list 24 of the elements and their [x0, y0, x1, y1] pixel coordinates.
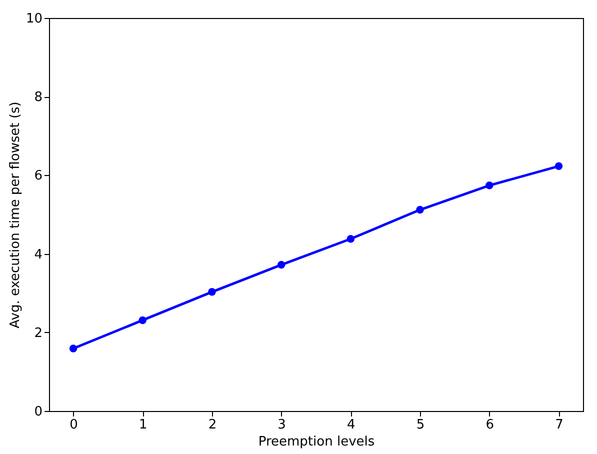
point: [486, 182, 494, 190]
y-tick-label: 8: [34, 90, 42, 106]
point: [69, 344, 78, 352]
x-tick-label: 4: [347, 418, 356, 432]
x-tick-label: 0: [70, 418, 78, 432]
point: [138, 316, 146, 324]
x-tick-label: 2: [208, 418, 217, 432]
y-tick-label: 2: [34, 326, 42, 341]
y-tick-label: 6: [34, 168, 42, 184]
x-tick-label: 7: [555, 418, 564, 432]
point: [277, 260, 286, 269]
x-tick-label: 3: [278, 418, 286, 432]
x-tick-label: 5: [416, 418, 425, 432]
point: [416, 206, 424, 214]
y-tick-label: 4: [34, 247, 42, 262]
point: [346, 235, 355, 243]
y-tick-label: 10: [26, 12, 42, 26]
x-tick-label: 1: [138, 418, 148, 432]
x-axis-title: Preemption levels: [258, 434, 375, 450]
point: [554, 162, 563, 170]
x-tick-label: 6: [486, 418, 494, 432]
point: [208, 288, 216, 296]
y-axis-title: Avg. execution time per flowset (s): [8, 102, 23, 328]
y-tick-label: 0: [34, 404, 42, 420]
